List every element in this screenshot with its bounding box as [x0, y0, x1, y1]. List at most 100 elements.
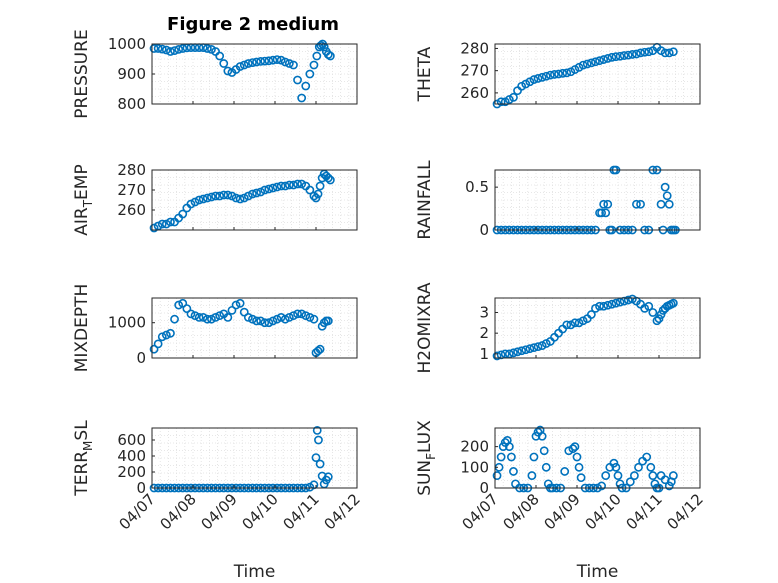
- axes-box: [494, 427, 701, 489]
- data-point: [239, 193, 249, 203]
- axes-box: [494, 297, 701, 359]
- data-point: [219, 190, 229, 200]
- data-point: [157, 332, 167, 342]
- data-point: [235, 298, 245, 308]
- y-tick-label: 1000: [108, 314, 146, 332]
- data-point: [597, 481, 606, 491]
- data-point: [190, 311, 200, 321]
- data-point: [248, 189, 257, 199]
- y-tick-label: 1000: [108, 35, 146, 53]
- data-point: [644, 301, 654, 311]
- data-point: [319, 42, 329, 52]
- data-point: [301, 81, 311, 91]
- data-point: [664, 481, 674, 491]
- data-point: [323, 316, 333, 326]
- data-point: [599, 55, 609, 64]
- data-point: [207, 314, 216, 324]
- data-point: [256, 316, 266, 326]
- x-tick-label: 04/12: [321, 490, 364, 533]
- data-point: [611, 462, 621, 472]
- data-point: [529, 75, 539, 84]
- data-point: [562, 68, 572, 78]
- data-point: [578, 60, 588, 70]
- data-point: [627, 50, 637, 59]
- data-point: [632, 199, 641, 209]
- data-point: [642, 452, 652, 462]
- data-point: [194, 313, 204, 322]
- data-point: [297, 93, 307, 103]
- y-axis-label: TERRMSL: [72, 420, 95, 497]
- data-point: [607, 52, 617, 62]
- data-point: [533, 74, 543, 83]
- data-point: [252, 188, 261, 198]
- data-point: [149, 223, 159, 233]
- data-point: [613, 471, 623, 480]
- data-point: [166, 217, 175, 227]
- data-point: [601, 471, 611, 480]
- data-point: [252, 316, 261, 326]
- data-point: [498, 442, 508, 452]
- y-tick-label: 280: [117, 161, 146, 179]
- data-point: [305, 185, 315, 195]
- data-point: [527, 471, 537, 480]
- data-point: [323, 472, 333, 482]
- data-point: [601, 208, 611, 218]
- data-point: [660, 182, 670, 192]
- data-point: [256, 57, 266, 66]
- data-point: [312, 425, 322, 435]
- data-point: [293, 309, 302, 319]
- data-point: [603, 300, 613, 310]
- figure-title: Figure 2 medium: [167, 14, 339, 35]
- y-tick-label: 3: [479, 303, 489, 321]
- y-tick-label: 270: [117, 181, 146, 199]
- data-point: [568, 444, 578, 454]
- data-point: [492, 351, 502, 361]
- data-point: [215, 311, 225, 321]
- data-point: [656, 310, 666, 319]
- data-point: [611, 52, 621, 62]
- data-point: [599, 301, 609, 311]
- data-point: [198, 194, 208, 204]
- data-point: [509, 92, 518, 102]
- data-point: [293, 179, 302, 189]
- x-tick-label: 04/08: [500, 490, 543, 533]
- data-point: [284, 59, 294, 68]
- y-tick-label: 280: [460, 39, 489, 57]
- data-point: [646, 462, 656, 472]
- data-point: [276, 55, 286, 65]
- data-point: [506, 452, 516, 462]
- data-point: [182, 304, 192, 313]
- data-point: [558, 68, 568, 78]
- y-tick-label: 200: [460, 438, 489, 456]
- data-point: [319, 318, 329, 328]
- data-point: [609, 458, 619, 468]
- data-point: [178, 209, 188, 219]
- data-point: [166, 47, 175, 56]
- data-point: [314, 435, 323, 445]
- data-point: [533, 342, 543, 352]
- data-point: [297, 179, 307, 189]
- data-point: [153, 44, 163, 53]
- data-point: [660, 48, 670, 58]
- y-tick-label: 260: [117, 201, 146, 219]
- subplot-mixdepth: 0 1000 MIXDEPTH: [72, 284, 358, 373]
- data-point: [198, 313, 208, 322]
- data-point: [223, 313, 233, 322]
- data-point: [202, 193, 212, 203]
- y-axis-label: MIXDEPTH: [72, 284, 92, 373]
- data-point: [243, 59, 253, 68]
- data-point: [496, 97, 506, 107]
- data-point: [178, 44, 188, 53]
- data-point: [161, 45, 171, 55]
- data-point: [504, 349, 514, 359]
- y-axis-label: AIRTEMP: [72, 164, 95, 235]
- data-point: [323, 173, 333, 183]
- data-point: [264, 184, 274, 194]
- x-tick-label: 04/11: [623, 490, 666, 533]
- data-point: [615, 51, 625, 61]
- x-tick-label: 04/10: [582, 490, 625, 533]
- data-point: [223, 190, 233, 200]
- data-point: [615, 297, 625, 307]
- data-point: [545, 70, 555, 80]
